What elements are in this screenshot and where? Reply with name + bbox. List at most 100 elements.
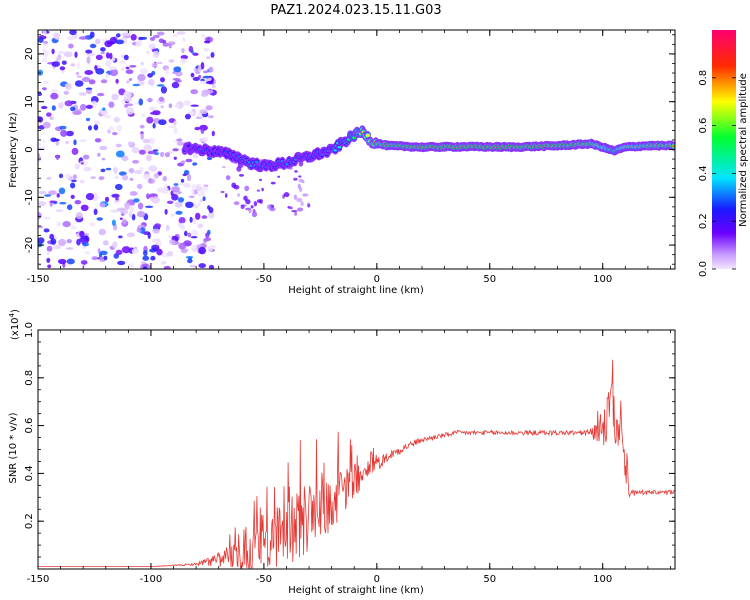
spectrogram-noise-blob xyxy=(141,113,146,118)
spectrogram-noise-blob xyxy=(86,56,91,64)
spectrogram-noise-blob xyxy=(302,193,309,197)
spectrogram-x-tick-label: -150 xyxy=(27,274,50,285)
spectrogram-noise-blob xyxy=(187,232,192,238)
spectrogram-noise-blob xyxy=(44,194,52,197)
spectrogram-noise-blob xyxy=(169,239,176,245)
spectrogram-noise-blob xyxy=(175,210,183,215)
spectrogram-noise-blob xyxy=(160,151,165,158)
spectrogram-noise-blob xyxy=(151,62,158,68)
spectrogram-noise-blob xyxy=(139,82,145,85)
spectrogram-noise-blob xyxy=(38,190,47,195)
spectrogram-noise-blob xyxy=(131,248,139,255)
spectrogram-noise-blob xyxy=(300,201,304,207)
spectrogram-noise-blob xyxy=(165,224,170,232)
spectrogram-noise-blob xyxy=(202,196,206,201)
spectrogram-noise-blob xyxy=(74,51,78,58)
spectrogram-noise-blob xyxy=(296,197,303,203)
spectrogram-noise-blob xyxy=(112,132,118,136)
spectrogram-noise-blob xyxy=(178,242,187,250)
spectrogram-noise-blob xyxy=(38,237,45,244)
spectrogram-noise-blob xyxy=(42,121,51,129)
spectrogram-noise-blob xyxy=(81,76,91,82)
spectrogram-noise-blob xyxy=(79,230,85,238)
spectrogram-ridge-core xyxy=(337,145,342,149)
spectrogram-noise-blob xyxy=(172,71,176,74)
spectrogram-noise-blob xyxy=(97,92,105,97)
spectrogram-noise-blob xyxy=(125,107,135,115)
spectrogram-noise-blob xyxy=(105,167,112,171)
spectrogram-noise-blob xyxy=(267,204,272,210)
spectrogram-noise-blob xyxy=(142,255,149,261)
spectrogram-noise-blob xyxy=(190,72,195,78)
spectrogram-noise-blob xyxy=(128,168,135,174)
spectrogram-noise-blob xyxy=(256,199,262,203)
spectrogram-noise-blob xyxy=(174,201,183,208)
spectrogram-noise-blob xyxy=(125,69,134,74)
colorbar-label: Normalized spectral amplitude xyxy=(738,73,749,227)
spectrogram-noise-blob xyxy=(126,200,132,204)
spectrogram-noise-blob xyxy=(190,50,194,54)
spectrogram-noise-blob xyxy=(291,210,298,213)
spectrogram-noise-blob xyxy=(139,166,144,172)
snr-series-line xyxy=(38,359,675,569)
spectrogram-noise-blob xyxy=(89,43,97,49)
colorbar-tick-label: 0.8 xyxy=(698,70,709,86)
spectrogram-noise-blob xyxy=(142,266,148,269)
spectrogram-noise-blob xyxy=(38,201,47,207)
spectrogram-noise-blob xyxy=(78,36,88,40)
spectrogram-noise-blob xyxy=(302,180,305,184)
spectrogram-noise-blob xyxy=(100,79,108,84)
spectrogram-noise-blob xyxy=(70,106,76,112)
spectrogram-noise-blob xyxy=(205,105,213,111)
spectrogram-noise-blob xyxy=(66,239,72,244)
spectrogram-y-tick-label: -20 xyxy=(24,237,35,253)
spectrogram-noise-blob xyxy=(93,197,98,201)
spectrogram-noise-blob xyxy=(46,112,52,117)
spectrogram-noise-blob xyxy=(55,141,60,146)
spectrogram-noise-blob xyxy=(42,30,47,37)
spectrogram-noise-blob xyxy=(245,199,251,205)
spectrogram-noise-blob xyxy=(66,258,75,265)
spectrogram-noise-blob xyxy=(98,176,105,180)
spectrogram-noise-blob xyxy=(64,100,73,107)
spectrogram-noise-blob xyxy=(206,56,211,60)
spectrogram-noise-blob xyxy=(49,116,54,120)
snr-y-tick-label: 0.8 xyxy=(24,370,35,386)
spectrogram-noise-blob xyxy=(182,37,186,42)
spectrogram-noise-blob xyxy=(146,193,150,200)
spectrogram-noise-blob xyxy=(99,202,106,208)
chart-title: PAZ1.2024.023.15.11.G03 xyxy=(270,3,441,18)
spectrogram-noise-blob xyxy=(160,105,164,109)
snr-ticks: -150 -100 -50 0 50 100 0.2 0.4 0.6 0.8 1.0 xyxy=(24,322,675,585)
snr-x-tick-label: 0 xyxy=(374,574,380,585)
spectrogram-noise-blob xyxy=(199,109,208,115)
spectrogram-noise-blob xyxy=(115,183,123,191)
spectrogram-noise-blob xyxy=(147,150,157,155)
spectrogram-noise-blob xyxy=(180,222,185,229)
spectrogram-noise-blob xyxy=(189,264,197,268)
spectrogram-noise-blob xyxy=(176,141,185,146)
spectrogram-noise-blob xyxy=(101,109,109,116)
spectrogram-noise-blob xyxy=(131,147,140,154)
spectrogram-noise-blob xyxy=(80,162,85,165)
spectrogram-noise-blob xyxy=(208,66,214,73)
spectrogram-noise-blob xyxy=(46,245,53,252)
spectrogram-noise-blob xyxy=(176,138,183,142)
spectrogram-noise-blob xyxy=(252,209,256,213)
spectrogram-noise-blob xyxy=(253,201,258,207)
spectrogram-noise-blob xyxy=(139,124,145,129)
spectrogram-noise-blob xyxy=(139,68,148,75)
spectrogram-noise-blob xyxy=(63,90,69,95)
spectrogram-noise-blob xyxy=(84,70,94,75)
spectrogram-noise-blob xyxy=(135,40,143,48)
spectrogram-noise-blob xyxy=(197,223,204,229)
spectrogram-noise-blob xyxy=(53,244,61,250)
spectrogram-noise-blob xyxy=(80,260,88,265)
spectrogram-noise-blob xyxy=(149,36,156,41)
spectrogram-noise-blob xyxy=(127,141,133,146)
spectrogram-noise-blob xyxy=(123,54,129,61)
spectrogram-noise-blob xyxy=(192,52,199,56)
spectrogram-noise-blob xyxy=(211,130,215,137)
spectrogram-noise-blob xyxy=(160,77,165,83)
